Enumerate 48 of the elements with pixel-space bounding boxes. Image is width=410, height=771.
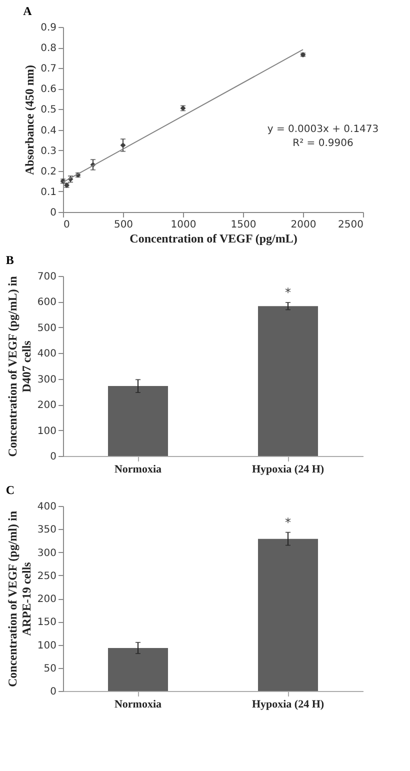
- y-tick-label: 600: [37, 297, 56, 308]
- y-tick-label: 200: [37, 594, 56, 605]
- y-tick-label: 400: [37, 348, 56, 360]
- y-tick-label: 0.2: [40, 166, 56, 178]
- x-tick-label: 1000: [170, 220, 196, 230]
- chart-title: A: [23, 4, 32, 18]
- x-axis-title: Concentration of VEGF (pg/mL): [130, 232, 298, 246]
- y-tick-label: 400: [37, 502, 56, 512]
- y-tick-label: 0.5: [40, 104, 56, 116]
- x-tick-label: 1500: [230, 220, 256, 230]
- x-tick-label: 2000: [290, 220, 316, 230]
- y-tick-label: 0.1: [40, 186, 56, 198]
- y-tick-label: 0.7: [40, 64, 56, 75]
- y-tick-label: 0.4: [40, 125, 56, 136]
- chart-title: C: [6, 483, 15, 497]
- y-tick-label: 100: [37, 426, 56, 437]
- annotation: R² = 0.9906: [292, 138, 354, 149]
- y-tick-label: 0: [50, 686, 56, 698]
- annotation: y = 0.0003x + 0.1473: [267, 124, 379, 135]
- y-tick-label: 250: [37, 570, 56, 582]
- y-tick-label: 0: [50, 208, 56, 218]
- x-tick-label: Hypoxia (24 H): [252, 464, 324, 476]
- y-tick-label: 300: [37, 374, 56, 386]
- y-tick-label: 200: [37, 400, 56, 412]
- y-tick-label: 0.9: [40, 22, 56, 34]
- y-tick-label: 150: [37, 617, 56, 628]
- x-tick-label: 500: [114, 220, 134, 230]
- y-tick-label: 100: [37, 640, 56, 652]
- x-tick-label: Normoxia: [114, 698, 162, 710]
- y-tick-label: 0: [50, 452, 56, 462]
- chart-title: B: [6, 253, 14, 267]
- y-tick-label: 500: [37, 322, 56, 334]
- x-tick-label: Normoxia: [114, 464, 162, 476]
- y-tick-label: 0.8: [40, 43, 56, 54]
- annotation: *: [285, 285, 291, 300]
- y-tick-label: 50: [44, 663, 56, 674]
- x-tick-label: 2500: [338, 220, 364, 230]
- y-tick-label: 0.6: [40, 84, 56, 96]
- x-tick-label: Hypoxia (24 H): [252, 698, 324, 710]
- y-tick-label: 300: [37, 548, 56, 559]
- y-tick-label: 350: [37, 524, 56, 536]
- annotation: *: [285, 515, 291, 530]
- y-axis-title: Concentration of VEGF (pg/mL) in D407 cells: [5, 276, 34, 457]
- y-tick-label: 700: [37, 272, 56, 282]
- y-tick-label: 0.3: [40, 146, 56, 157]
- x-tick-label: 0: [64, 220, 70, 230]
- y-axis-title: Concentration of VEGF (pg/ml) in ARPE-19 cells: [5, 510, 34, 687]
- y-axis-title: Absorbance (450 nm): [22, 65, 37, 175]
